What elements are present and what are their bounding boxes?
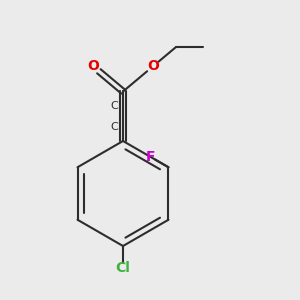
Text: F: F	[146, 150, 155, 164]
Text: Cl: Cl	[116, 262, 130, 275]
Text: C: C	[111, 101, 119, 111]
Text: O: O	[147, 59, 159, 74]
Text: C: C	[111, 122, 119, 132]
Text: O: O	[87, 59, 99, 74]
